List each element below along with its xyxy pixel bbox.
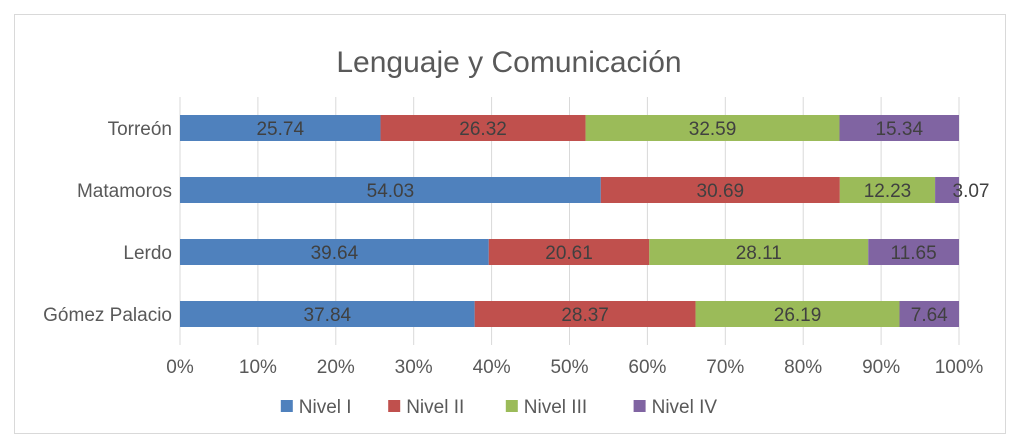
x-tick-label: 0%	[166, 357, 194, 378]
chart-frame	[14, 14, 1006, 434]
legend-swatch	[505, 400, 518, 412]
category-label: Lerdo	[123, 243, 172, 264]
bar-segment	[474, 301, 696, 327]
x-tick-label: 40%	[473, 357, 511, 378]
data-label: 39.64	[311, 243, 359, 264]
bar-segment	[935, 177, 959, 203]
x-tick-label: 70%	[706, 357, 744, 378]
legend-item: Nivel I	[280, 397, 352, 418]
data-label: 28.11	[736, 243, 782, 264]
data-label: 26.19	[774, 305, 822, 326]
bar-segment	[180, 177, 601, 203]
x-tick-label: 10%	[239, 357, 277, 378]
bar-segment	[180, 239, 489, 265]
bar-segment	[180, 301, 475, 327]
bar-segment	[868, 239, 959, 265]
legend-swatch	[388, 400, 401, 412]
x-tick-label: 50%	[550, 357, 588, 378]
bar-segment	[899, 301, 959, 327]
bar-segment	[380, 115, 586, 141]
data-label: 26.32	[459, 119, 507, 140]
data-label: 30.69	[697, 181, 745, 202]
legend-item: Nivel II	[388, 397, 464, 418]
bar-segment	[585, 115, 840, 141]
x-tick-label: 20%	[317, 357, 355, 378]
legend-label: Nivel I	[299, 397, 352, 418]
x-tick-label: 80%	[784, 357, 822, 378]
category-label: Torreón	[108, 119, 172, 140]
bar-segment	[695, 301, 900, 327]
data-label: 12.23	[864, 181, 912, 202]
bar-segment	[600, 177, 840, 203]
legend-label: Nivel III	[524, 397, 587, 418]
x-tick-label: 60%	[628, 357, 666, 378]
bar-segment	[180, 115, 381, 141]
data-label: 7.64	[911, 305, 948, 326]
legend-swatch	[633, 400, 646, 412]
legend-swatch	[280, 400, 293, 412]
data-label: 15.34	[875, 119, 923, 140]
data-label: 54.03	[367, 181, 415, 202]
data-label: 37.84	[304, 305, 352, 326]
bar-segment	[488, 239, 650, 265]
x-tick-label: 90%	[862, 357, 900, 378]
data-label: 32.59	[689, 119, 737, 140]
data-label: 3.07	[953, 181, 990, 202]
chart-title: Lenguaje y Comunicación	[336, 46, 681, 79]
category-label: Matamoros	[77, 181, 172, 202]
bar-segment	[839, 177, 936, 203]
data-label: 20.61	[545, 243, 593, 264]
legend-label: Nivel II	[406, 397, 464, 418]
legend-item: Nivel IV	[633, 397, 718, 418]
bar-segment	[839, 115, 959, 141]
data-label: 28.37	[561, 305, 609, 326]
x-tick-label: 100%	[935, 357, 984, 378]
data-label: 25.74	[256, 119, 304, 140]
bar-segment	[649, 239, 869, 265]
legend-item: Nivel III	[505, 397, 587, 418]
x-tick-label: 30%	[395, 357, 433, 378]
category-label: Gómez Palacio	[43, 305, 172, 326]
legend-label: Nivel IV	[652, 397, 718, 418]
data-label: 11.65	[891, 243, 937, 264]
